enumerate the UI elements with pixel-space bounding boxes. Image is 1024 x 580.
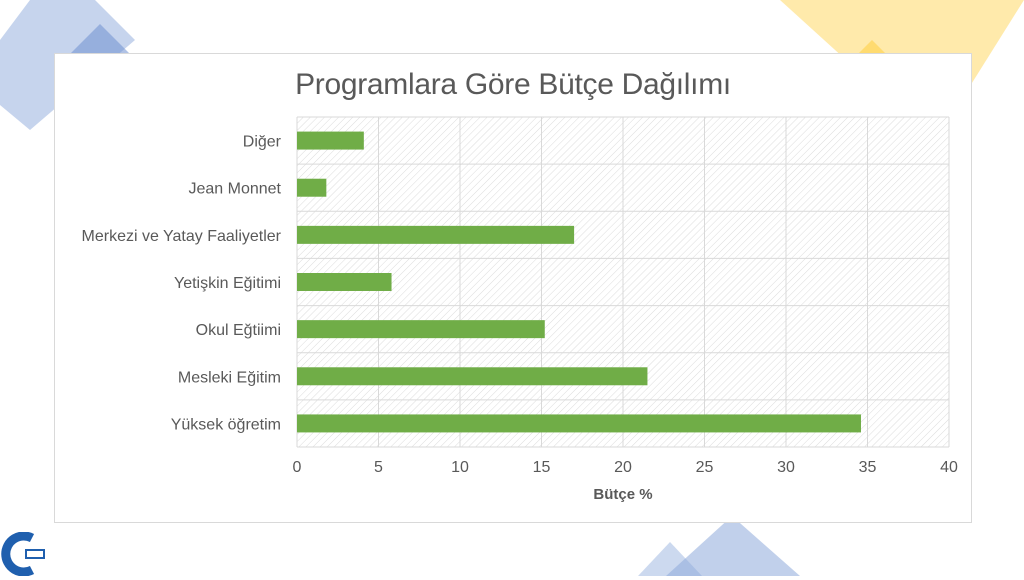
chart-title: Programlara Göre Bütçe Dağılımı [295, 68, 731, 101]
category-label: Mesleki Eğitim [178, 369, 281, 386]
x-axis-title: Bütçe % [593, 486, 652, 503]
category-label: Okul Eğtiimi [196, 322, 281, 339]
x-tick-label: 30 [777, 459, 795, 476]
bar [297, 414, 861, 433]
bar [297, 320, 545, 339]
category-label: Merkezi ve Yatay Faaliyetler [82, 228, 282, 245]
chart-frame: Programlara Göre Bütçe Dağılımı 0 5 10 15 20… [54, 53, 972, 523]
x-tick-label: 35 [859, 459, 877, 476]
category-label: Yetişkin Eğitimi [174, 275, 281, 292]
x-tick-label: 5 [374, 459, 383, 476]
x-tick-label: 25 [696, 459, 714, 476]
decoration-bottom [638, 516, 800, 576]
category-label: Diğer [243, 134, 282, 151]
x-tick-label: 40 [940, 459, 958, 476]
bar [297, 178, 327, 197]
c-logo-icon [1, 532, 45, 576]
bar-chart: 0 5 10 15 20 25 30 35 40 Diğer Jean Monnet Merkezi … [82, 116, 958, 503]
x-tick-label: 20 [614, 459, 632, 476]
category-label: Jean Monnet [188, 181, 281, 198]
bar [297, 131, 364, 150]
category-label: Yüksek öğretim [171, 416, 281, 433]
bar [297, 225, 575, 244]
bar [297, 273, 392, 291]
x-tick-label: 15 [533, 459, 551, 476]
bar [297, 367, 648, 386]
x-tick-label: 0 [293, 459, 302, 476]
x-tick-label: 10 [451, 459, 469, 476]
